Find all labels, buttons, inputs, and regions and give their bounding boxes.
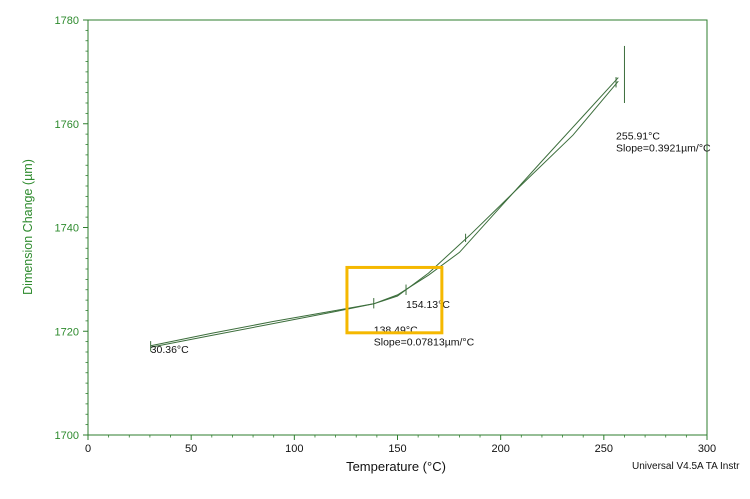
highlight-box: [345, 265, 444, 335]
x-tick-label: 250: [595, 443, 613, 455]
x-tick-label: 50: [185, 443, 197, 455]
x-tick-label: 0: [85, 443, 91, 455]
series-layer: [150, 77, 619, 348]
annotation-text: 255.91°C: [616, 130, 660, 142]
x-tick-label: 300: [698, 443, 716, 455]
footer-text: Universal V4.5A TA Instr: [632, 461, 740, 472]
y-tick-label: 1780: [55, 15, 79, 27]
x-ticks: 0 50 100 150 200 250 300: [85, 435, 716, 455]
annotation-text: 138.49°C: [374, 324, 418, 336]
annotation-text: Slope=0.3921µm/°C: [616, 142, 711, 154]
x-tick-label: 100: [285, 443, 303, 455]
y-tick-label: 1760: [55, 119, 79, 131]
marker-layer: [150, 45, 625, 352]
y-tick-label: 1740: [55, 223, 79, 235]
x-tick-label: 200: [491, 443, 509, 455]
y-axis-label: Dimension Change (µm): [21, 159, 35, 295]
x-axis-label: Temperature (°C): [346, 459, 446, 474]
y-ticks: 1700 1720 1740 1760 1780: [55, 15, 88, 442]
annotation-text: 30.36°C: [151, 344, 189, 356]
highlight-layer: [345, 265, 444, 335]
y-tick-label: 1720: [55, 326, 79, 338]
annotation-text: 154.13°C: [406, 299, 450, 311]
y-tick-label: 1700: [55, 430, 79, 442]
annotation-text: Slope=0.07813µm/°C: [374, 336, 475, 348]
series-line-2: [150, 77, 619, 348]
series-line-1: [150, 80, 619, 347]
x-tick-label: 150: [388, 443, 406, 455]
